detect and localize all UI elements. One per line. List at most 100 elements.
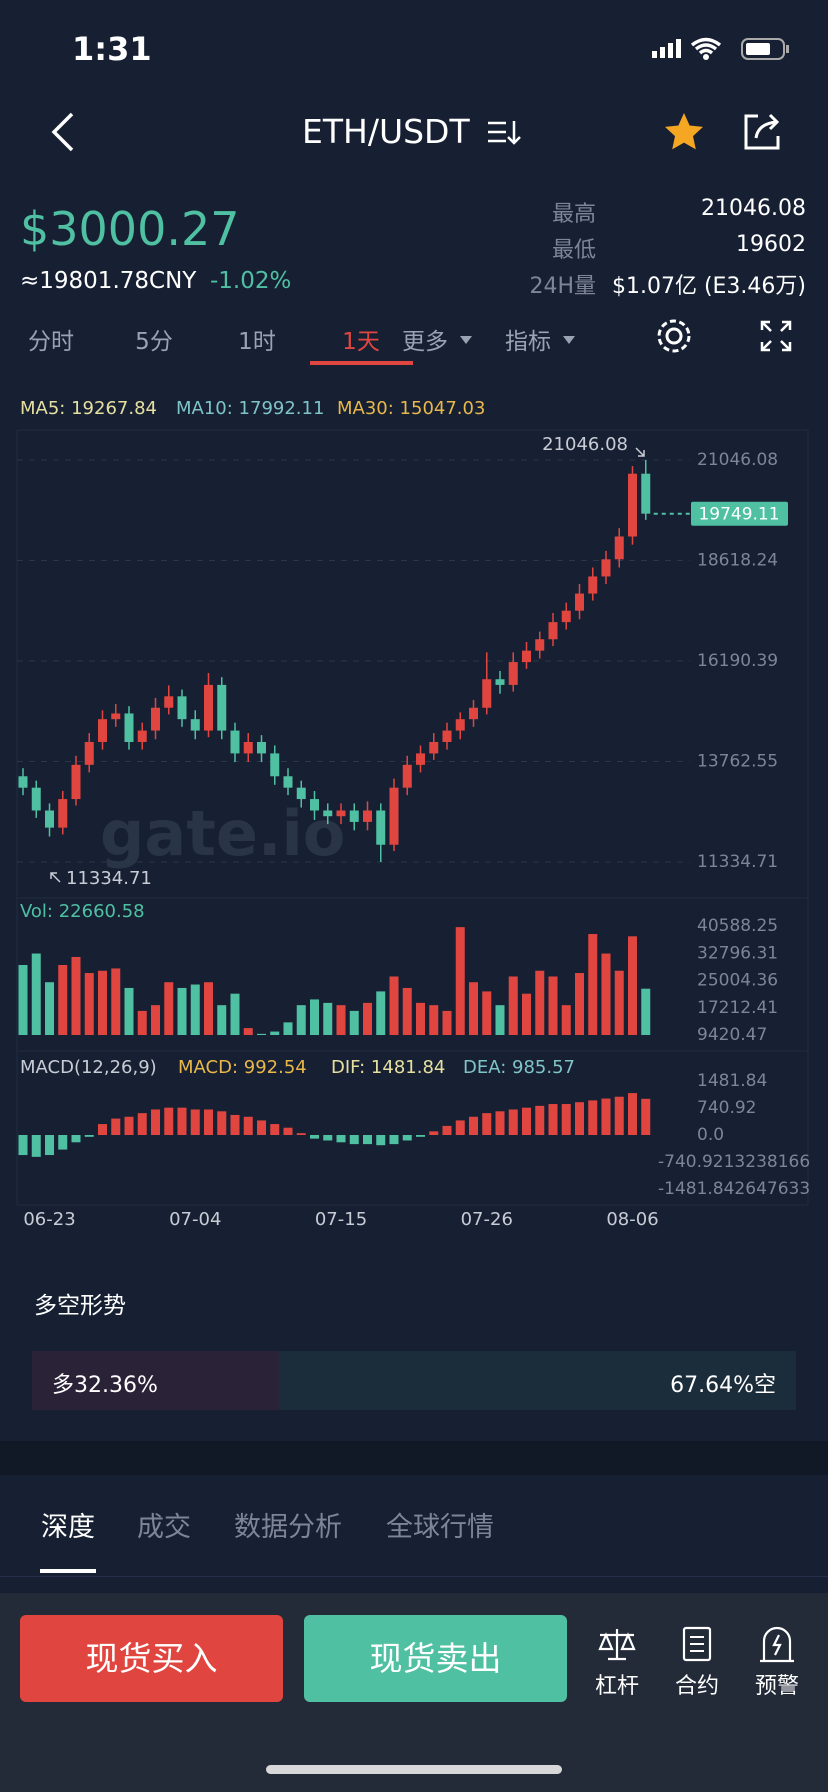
volume-bar xyxy=(111,968,121,1035)
candle-body xyxy=(124,713,134,742)
last-price: $3000.27 xyxy=(20,202,240,256)
section-tab[interactable]: 全球行情 xyxy=(386,1512,494,1543)
volume-bar xyxy=(323,1002,333,1035)
sell-button[interactable]: 现货卖出 xyxy=(304,1615,567,1702)
macd-label: DIF: 1481.84 xyxy=(331,1057,445,1078)
macd-bar xyxy=(204,1109,213,1135)
macd-bar xyxy=(164,1107,174,1135)
back-button[interactable] xyxy=(48,110,78,154)
section-tab[interactable]: 数据分析 xyxy=(234,1512,342,1543)
period-tab[interactable]: 更多 xyxy=(402,322,472,356)
volume-bar xyxy=(257,1033,266,1035)
volume-bar xyxy=(389,976,399,1035)
volume-bar xyxy=(628,936,637,1035)
volume-bar xyxy=(614,970,624,1035)
long-label: 多32.36% xyxy=(52,1373,158,1398)
candle-body xyxy=(601,559,611,577)
share-button[interactable] xyxy=(740,110,784,154)
volume-bar xyxy=(535,970,545,1035)
volume-bar xyxy=(455,927,465,1035)
x-tick-label: 07-26 xyxy=(461,1209,513,1230)
volume-bar xyxy=(601,953,611,1035)
y-tick-label: 17212.41 xyxy=(697,998,778,1018)
macd-bar xyxy=(349,1135,359,1145)
macd-bar xyxy=(270,1124,280,1135)
volume-bar xyxy=(575,973,584,1035)
period-tab[interactable]: 1天 xyxy=(342,329,380,355)
volume-bar xyxy=(71,956,81,1035)
volume-bar xyxy=(45,982,54,1035)
macd-bar xyxy=(389,1135,399,1145)
candle-body xyxy=(164,696,174,708)
volume-bar xyxy=(429,1005,439,1035)
macd-bar xyxy=(336,1135,346,1143)
candle-body xyxy=(469,707,478,720)
period-tab[interactable]: 5分 xyxy=(135,329,173,355)
buy-button[interactable]: 现货买入 xyxy=(20,1615,283,1702)
macd-bar xyxy=(296,1133,306,1135)
volume-bar xyxy=(416,1002,425,1035)
macd-bar xyxy=(58,1135,68,1150)
volume-bar xyxy=(177,987,187,1035)
macd-bar xyxy=(190,1109,200,1135)
macd-bar xyxy=(482,1113,492,1135)
volume-bar xyxy=(18,965,28,1035)
candle-body xyxy=(204,684,213,731)
tool-label[interactable]: 杠杆 xyxy=(594,1674,640,1699)
macd-bar xyxy=(628,1093,637,1135)
tool-label[interactable]: 预警 xyxy=(754,1674,800,1699)
x-tick-label: 08-06 xyxy=(606,1209,658,1230)
volume-bar xyxy=(296,1005,306,1035)
macd-bar xyxy=(469,1116,478,1135)
macd-bar xyxy=(402,1135,412,1141)
candle-body xyxy=(614,536,624,560)
favorite-star[interactable] xyxy=(662,110,706,154)
candle-body xyxy=(416,753,425,765)
volume-bar xyxy=(442,1010,452,1035)
short-label: 67.64%空 xyxy=(670,1373,776,1398)
macd-bar xyxy=(283,1127,293,1135)
volume-bar xyxy=(270,1031,280,1035)
kline-chart[interactable]: gate.io MA5: 19267.84 MA10: 17992.11 MA30: … xyxy=(0,380,828,1240)
candle-body xyxy=(429,741,439,754)
macd-bar xyxy=(151,1109,160,1135)
sentiment-bar: 多32.36% 67.64%空 xyxy=(32,1351,796,1410)
pair-title[interactable]: ETH/USDT xyxy=(302,112,470,151)
macd-bar xyxy=(137,1113,147,1135)
candle-body xyxy=(111,713,121,720)
section-tab[interactable]: 深度 xyxy=(41,1512,95,1543)
macd-bar xyxy=(588,1100,598,1135)
candle-body xyxy=(548,622,558,640)
switch-icon[interactable] xyxy=(486,118,522,148)
macd-bar xyxy=(98,1124,107,1135)
candle-body xyxy=(18,776,28,788)
tool-icons xyxy=(598,1626,794,1663)
volume-bar xyxy=(588,934,598,1035)
volume-bar xyxy=(190,984,200,1035)
home-indicator xyxy=(266,1765,562,1774)
fullscreen-icon[interactable] xyxy=(760,320,792,352)
dropdown-caret xyxy=(563,335,575,350)
macd-bar xyxy=(71,1135,81,1143)
section-tab[interactable]: 成交 xyxy=(137,1512,191,1543)
high-marker: 21046.08 xyxy=(542,434,628,455)
volume-bar xyxy=(217,1005,227,1035)
volume-bar xyxy=(376,991,386,1035)
macd-bar xyxy=(84,1135,94,1137)
settings-icon[interactable] xyxy=(654,316,694,356)
candle-body xyxy=(283,776,293,788)
volume-bar xyxy=(561,1005,571,1035)
period-tab[interactable]: 1时 xyxy=(238,329,276,355)
volume-bar xyxy=(548,976,558,1035)
tool-label[interactable]: 合约 xyxy=(674,1674,720,1699)
macd-bar xyxy=(575,1102,584,1135)
macd-bar xyxy=(257,1120,266,1135)
period-underline xyxy=(310,361,413,365)
candle-body xyxy=(508,662,518,685)
macd-bar xyxy=(177,1107,187,1135)
candle-body xyxy=(482,679,492,708)
volume-bar xyxy=(204,982,213,1035)
period-tab[interactable]: 分时 xyxy=(28,329,74,355)
candle-body xyxy=(336,810,346,817)
period-tab[interactable]: 指标 xyxy=(505,322,575,356)
